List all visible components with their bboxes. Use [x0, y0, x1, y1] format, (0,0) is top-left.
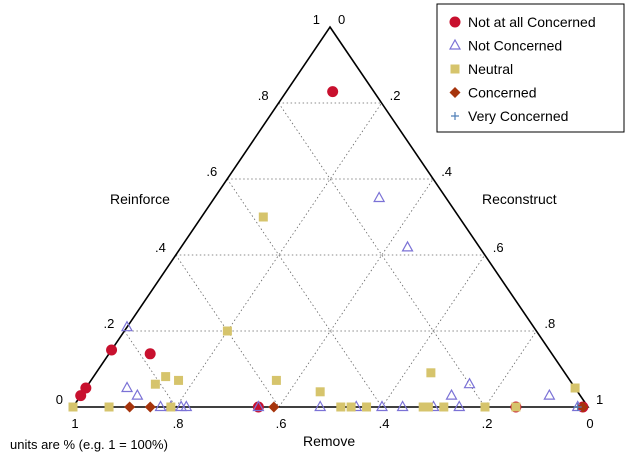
data-point-square-2-11 [346, 402, 356, 412]
data-point-square-2-9 [315, 387, 325, 397]
tick-label-reinforce: .2 [104, 316, 115, 331]
data-point-square-2-14 [418, 402, 428, 412]
data-point-triangle-1-10 [375, 400, 389, 412]
data-point-diamond-3-2 [268, 401, 280, 413]
tick-label-reconstruct: .8 [544, 316, 555, 331]
gridline-remove-1 [226, 178, 383, 408]
data-point-triangle-1-15 [463, 377, 476, 389]
data-point-triangle-1-13 [453, 400, 466, 412]
gridline-remove-2 [175, 254, 280, 408]
units-note: units are % (e.g. 1 = 100%) [10, 437, 168, 452]
gridline-reconstruct-2 [381, 254, 486, 408]
legend-entry-label: Neutral [468, 61, 513, 77]
data-point-triangle-1-18 [373, 191, 386, 203]
gridline-remove-3 [124, 330, 177, 408]
data-point-square-2-18 [511, 402, 521, 412]
legend-marker-triangle [448, 38, 462, 50]
tick-label-remove: 1 [71, 416, 78, 431]
legend-marker-circle [449, 16, 461, 28]
data-point-square-2-16 [439, 402, 449, 412]
data-point-square-2-6 [222, 326, 232, 336]
data-point-square-2-19 [570, 383, 580, 393]
tick-labels: 1 .8 .6 .4 .2 0 0 .2 .4 .6 .8 1 1 .8 .6 .4 .2 0 [56, 12, 603, 431]
tick-label-reconstruct: 0 [338, 12, 345, 27]
data-point-plus-4-0 [573, 403, 582, 411]
data-point-square-2-2 [166, 402, 176, 412]
gridline-reconstruct-0 [175, 102, 382, 408]
tick-label-reconstruct: .4 [441, 164, 452, 179]
data-point-square-2-8 [271, 375, 281, 385]
tick-label-reconstruct: 1 [596, 392, 603, 407]
tick-label-reconstruct: .2 [390, 88, 401, 103]
gridline-reconstruct-3 [484, 330, 537, 408]
data-point-square-2-4 [161, 372, 171, 382]
data-point-circle-0-2 [75, 390, 87, 402]
data-point-square-2-15 [423, 402, 433, 412]
data-point-square-2-0 [68, 402, 78, 412]
data-point-triangle-1-0 [120, 320, 133, 332]
data-point-square-2-12 [362, 402, 372, 412]
data-point-triangle-1-5 [175, 400, 188, 412]
tick-label-reinforce: 0 [56, 392, 63, 407]
data-point-square-2-3 [150, 379, 160, 389]
data-point-square-2-17 [480, 402, 490, 412]
data-point-square-2-5 [174, 375, 184, 385]
data-point-triangle-1-8 [314, 400, 327, 412]
tick-label-remove: .8 [173, 416, 184, 431]
legend: Not at all Concerned Not Concerned Neutral… [436, 3, 625, 133]
legend-marker-plus [451, 112, 459, 120]
legend-marker-diamond [449, 87, 461, 98]
axis-label-reinforce: Reinforce [110, 191, 170, 207]
data-point-square-2-10 [336, 402, 346, 412]
tick-label-remove: .2 [482, 416, 493, 431]
tick-label-reinforce: .8 [258, 88, 269, 103]
tick-label-reinforce: 1 [313, 12, 320, 27]
data-point-circle-0-0 [106, 344, 118, 356]
data-point-triangle-1-3 [154, 400, 167, 412]
data-points [68, 86, 589, 413]
gridline-reconstruct-1 [278, 178, 434, 408]
legend-box [436, 3, 625, 133]
data-point-diamond-3-1 [124, 401, 136, 413]
tick-label-reconstruct: .6 [493, 240, 504, 255]
tick-label-remove: .6 [276, 416, 287, 431]
grid-lines [124, 102, 537, 408]
data-point-square-2-1 [104, 402, 114, 412]
data-point-square-2-13 [426, 368, 436, 378]
tick-label-reinforce: .6 [206, 164, 217, 179]
data-point-triangle-1-14 [445, 388, 458, 400]
data-point-circle-0-3 [144, 348, 156, 360]
tick-label-remove: 0 [586, 416, 593, 431]
legend-entry-label: Very Concerned [468, 108, 568, 124]
legend-entry-label: Concerned [468, 85, 537, 101]
legend-marker-square [450, 64, 460, 74]
axis-label-reconstruct: Reconstruct [482, 191, 557, 207]
legend-entry-label: Not at all Concerned [468, 14, 596, 30]
gridline-remove-0 [278, 102, 486, 408]
tick-label-reinforce: .4 [155, 240, 166, 255]
tick-label-remove: .4 [379, 416, 390, 431]
data-point-triangle-1-7 [252, 400, 265, 412]
data-point-triangle-1-19 [401, 240, 414, 252]
data-point-square-2-7 [258, 212, 268, 222]
data-point-circle-0-4 [327, 86, 339, 98]
ternary-triangle-outline [71, 25, 590, 408]
data-point-circle-0-5 [252, 401, 264, 413]
data-point-triangle-1-2 [131, 388, 144, 400]
data-point-triangle-1-6 [180, 400, 193, 412]
data-point-triangle-1-16 [543, 388, 556, 400]
data-point-diamond-3-3 [577, 401, 589, 413]
axis-label-remove: Remove [303, 433, 355, 449]
data-point-triangle-1-1 [121, 381, 134, 393]
data-point-triangle-1-11 [396, 400, 409, 412]
legend-entry-label: Not Concerned [468, 38, 562, 54]
data-point-diamond-3-0 [144, 401, 156, 413]
